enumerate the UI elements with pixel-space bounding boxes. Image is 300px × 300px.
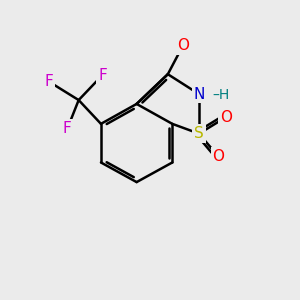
Text: O: O bbox=[177, 38, 189, 53]
Text: F: F bbox=[45, 74, 53, 89]
Text: –H: –H bbox=[212, 88, 230, 102]
Text: F: F bbox=[63, 121, 72, 136]
Text: S: S bbox=[194, 126, 204, 141]
Text: O: O bbox=[220, 110, 232, 125]
Text: N: N bbox=[194, 87, 205, 102]
Text: F: F bbox=[98, 68, 107, 82]
Text: O: O bbox=[212, 149, 224, 164]
